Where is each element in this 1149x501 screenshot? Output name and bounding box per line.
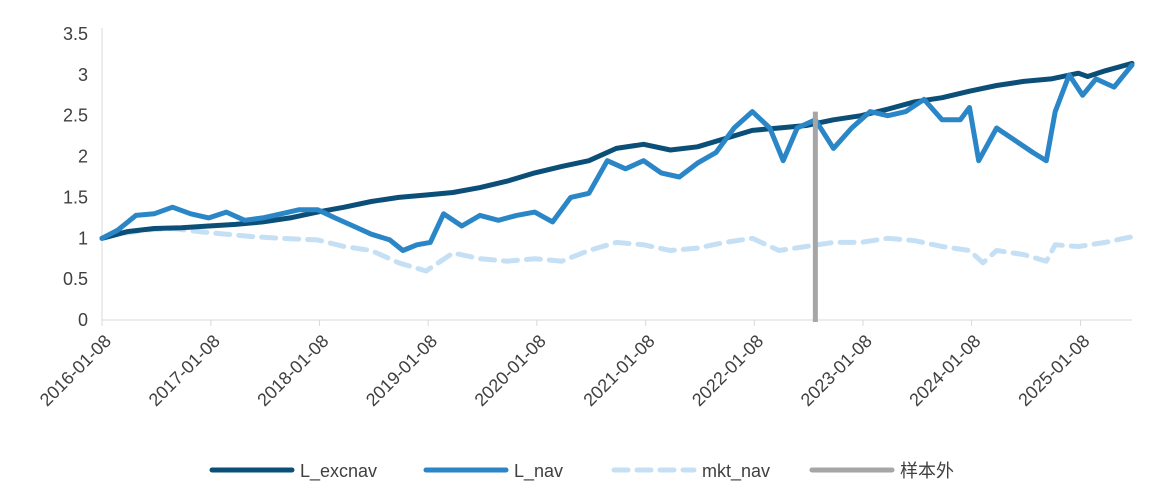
x-tick-label: 2021-01-08 (579, 331, 658, 410)
x-tick-label: 2017-01-08 (145, 331, 224, 410)
y-tick-label: 0 (78, 310, 88, 330)
series-layer (99, 60, 1135, 322)
x-tick-label: 2023-01-08 (797, 331, 876, 410)
x-tick-label: 2018-01-08 (253, 331, 332, 410)
y-tick-label: 1.5 (63, 187, 88, 207)
series-line-L_nav (99, 62, 1135, 253)
data-point (723, 241, 726, 244)
y-tick-label: 3 (78, 65, 88, 85)
y-tick-label: 1 (78, 228, 88, 248)
x-tick-label: 2020-01-08 (471, 331, 550, 410)
data-point (370, 249, 373, 252)
legend-label: L_nav (514, 461, 563, 482)
series-line-L_excnav (99, 60, 1135, 241)
legend-label: L_excnav (300, 461, 377, 482)
x-tick-label: 2019-01-08 (362, 331, 441, 410)
x-tick-label: 2016-01-08 (36, 331, 115, 410)
data-point (587, 249, 590, 252)
y-tick-label: 2.5 (63, 106, 88, 126)
legend: L_excnav L_nav mkt_nav 样本外 (209, 461, 954, 482)
y-tick-label: 3.5 (63, 24, 88, 44)
legend-label: mkt_nav (702, 461, 770, 482)
x-tick-label: 2022-01-08 (688, 331, 767, 410)
x-tick-label: 2024-01-08 (905, 331, 984, 410)
x-tick-label: 2025-01-08 (1014, 331, 1093, 410)
y-tick-label: 0.5 (63, 269, 88, 289)
series-line-mkt_nav (99, 226, 1135, 274)
y-tick-label: 2 (78, 147, 88, 167)
legend-label: 样本外 (900, 461, 954, 481)
